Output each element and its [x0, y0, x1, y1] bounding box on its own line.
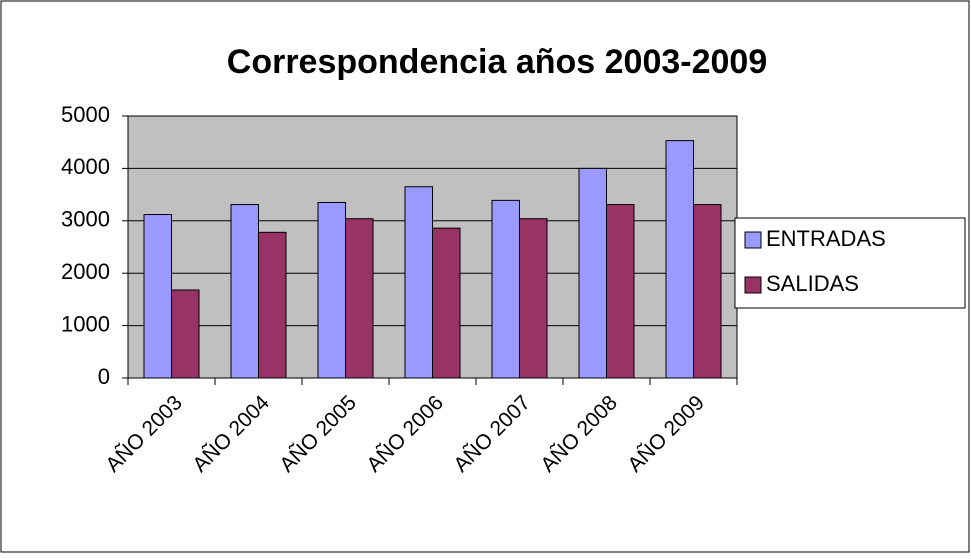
- bar: [606, 204, 635, 379]
- bar: [345, 218, 374, 379]
- y-tick-label: 4000: [61, 154, 110, 179]
- y-tick-label: 2000: [61, 259, 110, 284]
- y-tick-label: 0: [98, 364, 110, 389]
- chart-title: Correspondencia años 2003-2009: [227, 43, 767, 81]
- bar: [258, 231, 287, 379]
- bar: [519, 218, 548, 379]
- bar: [578, 167, 607, 379]
- bar: [404, 186, 433, 379]
- legend-swatch: [744, 276, 762, 294]
- bar: [665, 140, 694, 379]
- bar: [491, 199, 520, 379]
- bar: [230, 204, 259, 379]
- legend-label: SALIDAS: [766, 271, 859, 296]
- y-tick-label: 1000: [61, 311, 110, 336]
- bar: [693, 204, 722, 379]
- legend-label: ENTRADAS: [766, 226, 886, 251]
- bar: [143, 214, 172, 379]
- y-tick-label: 3000: [61, 207, 110, 232]
- y-tick-label: 5000: [61, 102, 110, 127]
- bar: [317, 201, 346, 379]
- bar: [432, 227, 461, 379]
- legend-swatch: [744, 231, 762, 249]
- bar: [171, 289, 200, 379]
- legend-box: [734, 217, 966, 309]
